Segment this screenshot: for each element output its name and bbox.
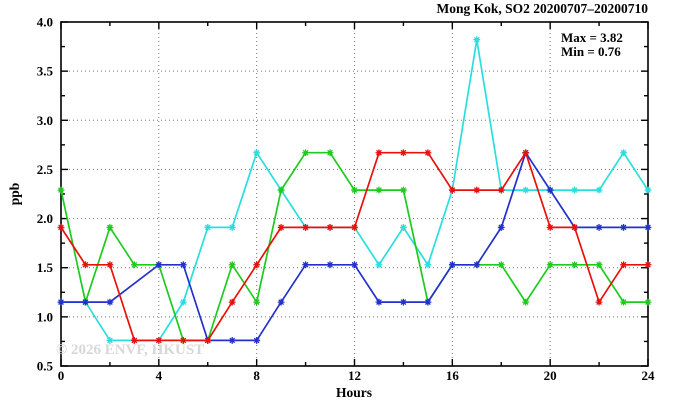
x-tick-label: 20 xyxy=(544,368,557,383)
y-tick-label: 1.5 xyxy=(37,260,54,275)
y-tick-label: 3.0 xyxy=(37,113,53,128)
stat-max: Max = 3.82 xyxy=(561,30,623,45)
series-markers-day-2-green xyxy=(57,149,652,344)
x-tick-label: 12 xyxy=(348,368,361,383)
y-tick-label: 2.5 xyxy=(37,162,54,177)
series-line-day-1-red xyxy=(60,150,648,342)
watermark: © 2026 ENVF, HKUST xyxy=(56,342,204,358)
y-tick-label: 3.5 xyxy=(37,64,54,79)
y-tick-label: 4.0 xyxy=(37,15,53,30)
y-axis-label: ppb xyxy=(7,183,22,206)
chart-title: Mong Kok, SO2 20200707–20200710 xyxy=(436,1,648,16)
stat-min: Min = 0.76 xyxy=(561,44,621,59)
y-tick-label: 2.0 xyxy=(37,211,53,226)
x-tick-label: 24 xyxy=(642,368,656,383)
series-line-day-3-blue xyxy=(61,150,648,342)
y-tick-label: 1.0 xyxy=(37,309,53,324)
x-tick-label: 4 xyxy=(156,368,163,383)
x-tick-label: 0 xyxy=(58,368,65,383)
series-markers-day-1-red xyxy=(57,149,652,344)
x-tick-label: 8 xyxy=(253,368,260,383)
series-line-day-2-green xyxy=(60,151,648,342)
x-tick-label: 16 xyxy=(446,368,460,383)
x-axis-label: Hours xyxy=(336,385,372,400)
series-markers-day-3-blue xyxy=(57,149,652,344)
y-tick-label: 0.5 xyxy=(37,359,54,374)
